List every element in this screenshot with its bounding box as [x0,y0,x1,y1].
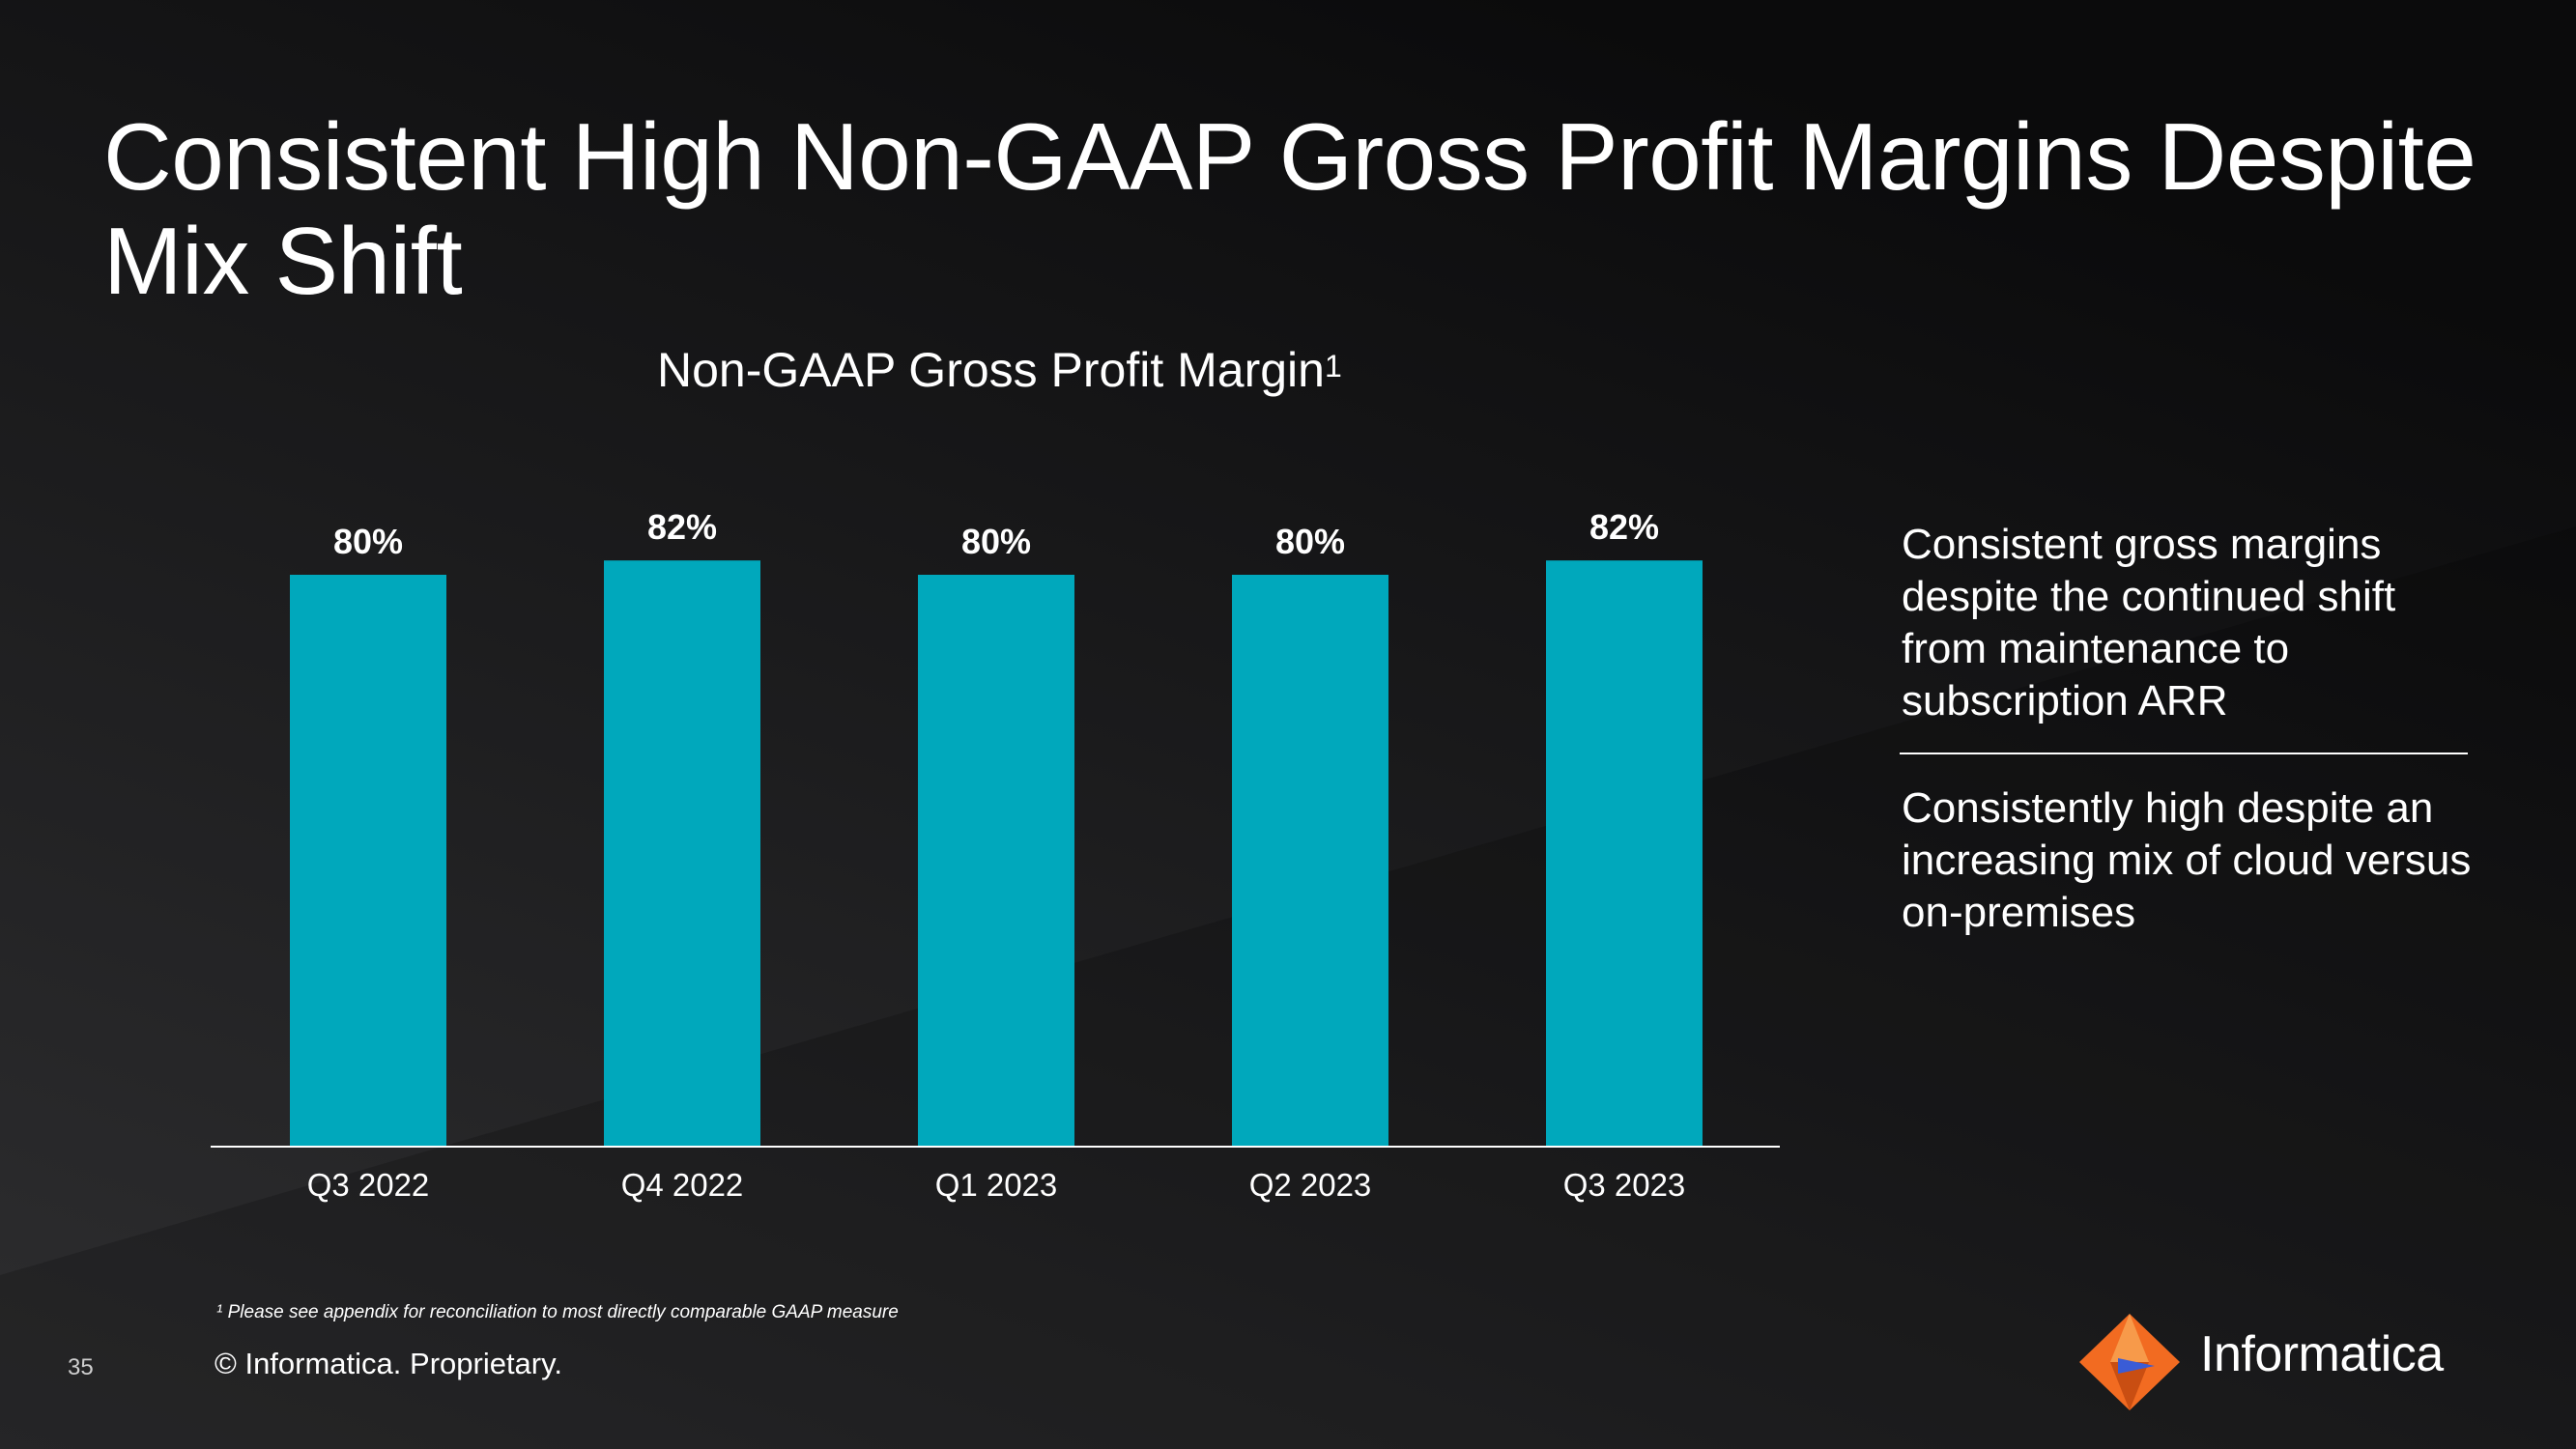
x-tick-label: Q1 2023 [935,1167,1058,1203]
chart-title-text: Non-GAAP Gross Profit Margin [657,343,1325,397]
slide-title: Consistent High Non-GAAP Gross Profit Ma… [103,103,2476,314]
chart-title: Non-GAAP Gross Profit Margin1 [657,340,1527,400]
bar-q3-2023 [1546,560,1703,1147]
side-point-maintenance-shift: Consistent gross margins despite the con… [1902,521,2396,724]
data-label: 82% [1589,507,1659,547]
bar-q1-2023 [918,575,1074,1147]
copyright-text: © Informatica. Proprietary. [215,1347,562,1380]
chart-title-footnote-marker: 1 [1324,349,1342,384]
data-label: 80% [1275,522,1345,561]
data-label: 82% [647,507,717,547]
data-label: 80% [961,522,1031,561]
x-tick-label: Q2 2023 [1249,1167,1372,1203]
footnote: ¹ Please see appendix for reconciliation… [216,1302,899,1322]
x-tick-label: Q4 2022 [621,1167,744,1203]
x-tick-label: Q3 2022 [307,1167,430,1203]
page-number: 35 [68,1354,94,1380]
data-label: 80% [333,522,403,561]
x-tick-label: Q3 2023 [1563,1167,1686,1203]
bar-q3-2022 [290,575,446,1147]
informatica-logo-icon [2079,1314,2180,1410]
side-divider [1900,753,2468,754]
side-point-cloud-mix: Consistently high despite an increasing … [1902,784,2472,936]
bar-q4-2022 [604,560,760,1147]
bar-q2-2023 [1232,575,1388,1147]
brand-name: Informatica [2200,1326,2444,1382]
